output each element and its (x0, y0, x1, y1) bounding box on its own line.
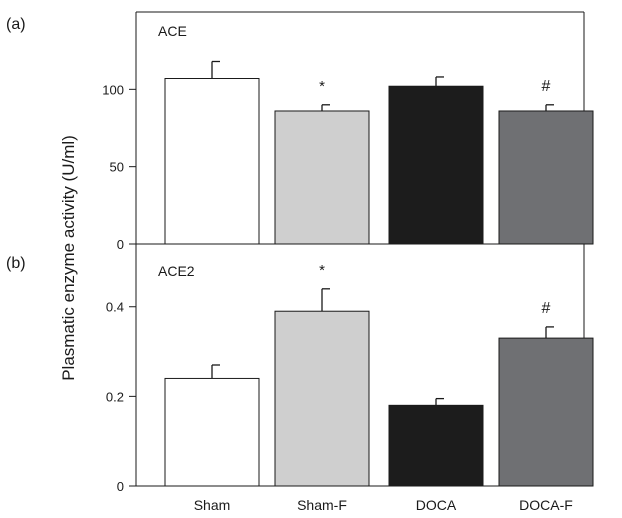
panel-title: ACE2 (158, 263, 195, 279)
bar (274, 110, 370, 245)
bar (164, 377, 260, 487)
panel-title: ACE (158, 23, 187, 39)
x-tick-label: DOCA-F (519, 497, 573, 513)
y-tick-label: 0.2 (106, 389, 124, 404)
bar (274, 310, 370, 487)
bar (164, 78, 260, 245)
panel-ace2: (b) ACE2 0 0.2 0.4 * # Sham Sham-F DOCA DOCA-F (6, 243, 594, 513)
significance-mark: * (319, 262, 325, 279)
significance-mark: # (542, 78, 551, 95)
x-tick-label: Sham-F (297, 497, 347, 513)
x-tick-label: Sham (194, 497, 231, 513)
panel-label: (b) (6, 255, 26, 272)
bar (388, 404, 484, 487)
y-tick-label: 0.4 (106, 300, 124, 315)
x-tick-label: DOCA (416, 497, 457, 513)
panel-ace: (a) ACE 0 50 100 * # (6, 11, 594, 252)
y-tick-label: 0 (117, 479, 124, 494)
bar (498, 110, 594, 245)
y-tick-label: 50 (110, 160, 124, 175)
bar (388, 85, 484, 245)
y-tick-label: 100 (102, 82, 124, 97)
y-tick-label: 0 (117, 237, 124, 252)
bar (498, 337, 594, 487)
significance-mark: # (542, 300, 551, 317)
panel-label: (a) (6, 16, 26, 33)
significance-mark: * (319, 78, 325, 95)
y-axis-label: Plasmatic enzyme activity (U/ml) (59, 135, 78, 381)
